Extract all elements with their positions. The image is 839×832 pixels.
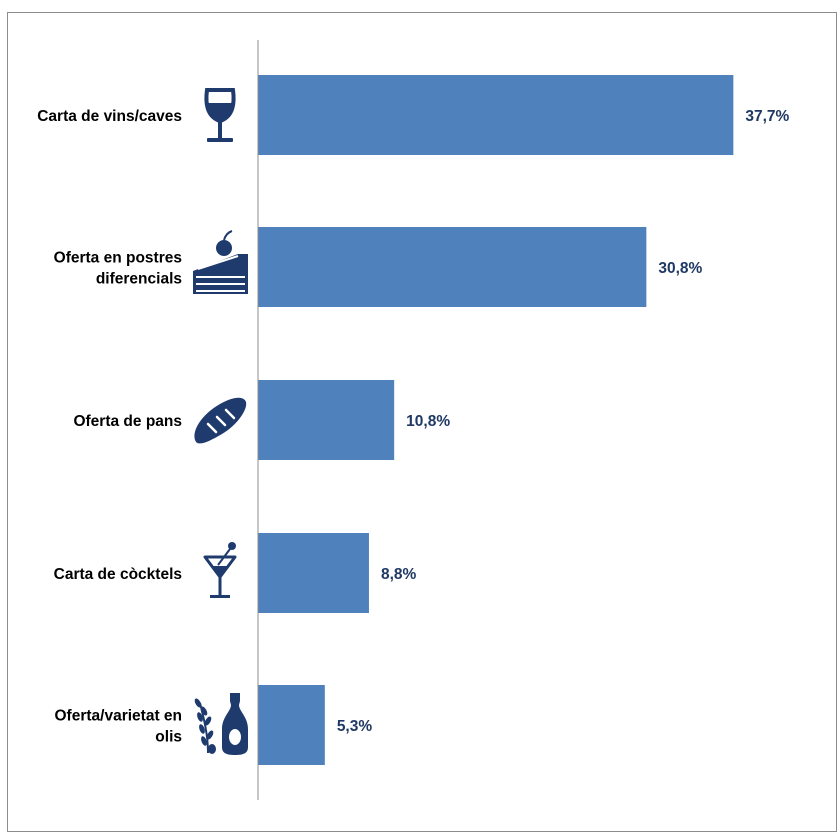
category-label-5-line-2: olis bbox=[155, 729, 182, 746]
category-label-2-line-2: diferencials bbox=[96, 271, 182, 288]
wine-glass-icon bbox=[204, 88, 236, 142]
category-label-5-line-1: Oferta/varietat en bbox=[55, 708, 183, 725]
category-label-3: Oferta de pans bbox=[73, 413, 182, 430]
bread-icon bbox=[194, 397, 247, 444]
value-label-3: 10,8% bbox=[406, 413, 450, 430]
category-label-4: Carta de còcktels bbox=[54, 566, 182, 583]
category-label-1: Carta de vins/caves bbox=[37, 108, 182, 125]
bar-5 bbox=[258, 685, 325, 765]
bar-1 bbox=[258, 75, 734, 155]
bar-4 bbox=[258, 533, 369, 613]
olive-oil-icon bbox=[194, 693, 248, 755]
value-label-4: 8,8% bbox=[381, 566, 417, 583]
value-label-2: 30,8% bbox=[658, 260, 702, 277]
cocktail-icon bbox=[203, 542, 237, 598]
value-label-1: 37,7% bbox=[745, 108, 789, 125]
cake-slice-icon bbox=[193, 230, 248, 294]
bar-3 bbox=[258, 380, 395, 460]
value-label-5: 5,3% bbox=[337, 718, 373, 735]
bar-2 bbox=[258, 227, 647, 307]
category-label-2-line-1: Oferta en postres bbox=[54, 250, 182, 267]
